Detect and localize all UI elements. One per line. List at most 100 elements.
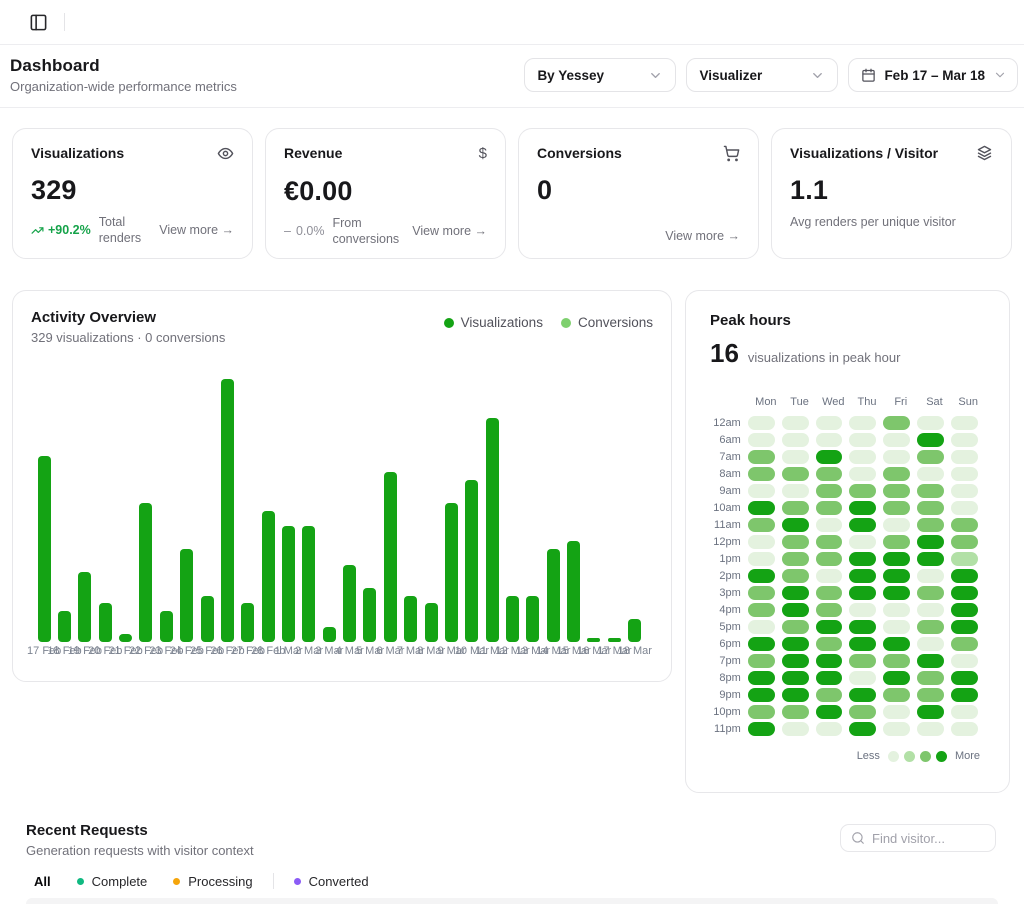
heatmap-cell[interactable] (781, 415, 809, 430)
bar-slot[interactable] (563, 379, 583, 642)
heatmap-cell[interactable] (781, 721, 809, 736)
heatmap-cell[interactable] (815, 466, 843, 481)
bar-slot[interactable] (502, 379, 522, 642)
heatmap-cell[interactable] (781, 687, 809, 702)
filter-complete[interactable]: Complete (76, 874, 147, 889)
heatmap-cell[interactable] (849, 721, 877, 736)
heatmap-cell[interactable] (951, 500, 978, 515)
heatmap-cell[interactable] (849, 653, 877, 668)
date-range-picker[interactable]: Feb 17 – Mar 18 (848, 58, 1018, 92)
bar-slot[interactable] (523, 379, 543, 642)
heatmap-cell[interactable] (883, 534, 911, 549)
bar[interactable] (607, 638, 621, 642)
heatmap-cell[interactable] (781, 551, 809, 566)
heatmap-cell[interactable] (849, 466, 877, 481)
bar-slot[interactable] (136, 379, 156, 642)
heatmap-cell[interactable] (849, 636, 877, 651)
heatmap-cell[interactable] (747, 619, 775, 634)
heatmap-cell[interactable] (815, 432, 843, 447)
heatmap-cell[interactable] (815, 568, 843, 583)
heatmap-cell[interactable] (815, 551, 843, 566)
heatmap-cell[interactable] (883, 466, 911, 481)
bar[interactable] (485, 417, 499, 642)
bar[interactable] (180, 549, 194, 642)
org-select[interactable]: By Yessey (524, 58, 677, 92)
heatmap-cell[interactable] (747, 449, 775, 464)
heatmap-cell[interactable] (781, 432, 809, 447)
heatmap-cell[interactable] (917, 432, 945, 447)
heatmap-cell[interactable] (815, 687, 843, 702)
filter-converted[interactable]: Converted (293, 874, 369, 889)
heatmap-cell[interactable] (849, 449, 877, 464)
heatmap-cell[interactable] (951, 653, 978, 668)
heatmap-cell[interactable] (747, 670, 775, 685)
heatmap-cell[interactable] (883, 619, 911, 634)
heatmap-cell[interactable] (849, 687, 877, 702)
heatmap-cell[interactable] (747, 687, 775, 702)
heatmap-cell[interactable] (781, 449, 809, 464)
heatmap-cell[interactable] (781, 500, 809, 515)
heatmap-cell[interactable] (849, 432, 877, 447)
heatmap-cell[interactable] (883, 483, 911, 498)
bar[interactable] (465, 479, 479, 642)
search-input[interactable] (872, 830, 982, 846)
heatmap-cell[interactable] (951, 721, 978, 736)
bar[interactable] (343, 564, 357, 642)
bar[interactable] (281, 525, 295, 642)
heatmap-cell[interactable] (849, 568, 877, 583)
heatmap-cell[interactable] (951, 551, 978, 566)
heatmap-cell[interactable] (815, 602, 843, 617)
heatmap-cell[interactable] (815, 517, 843, 532)
bar[interactable] (383, 471, 397, 642)
bar-slot[interactable] (400, 379, 420, 642)
heatmap-cell[interactable] (781, 568, 809, 583)
heatmap-cell[interactable] (781, 653, 809, 668)
bar-slot[interactable] (462, 379, 482, 642)
heatmap-cell[interactable] (917, 568, 945, 583)
heatmap-cell[interactable] (815, 670, 843, 685)
heatmap-cell[interactable] (849, 619, 877, 634)
bar-slot[interactable] (238, 379, 258, 642)
bar[interactable] (220, 379, 234, 642)
bar-slot[interactable] (319, 379, 339, 642)
heatmap-cell[interactable] (747, 551, 775, 566)
heatmap-cell[interactable] (781, 704, 809, 719)
heatmap-cell[interactable] (747, 534, 775, 549)
heatmap-cell[interactable] (951, 568, 978, 583)
bar-slot[interactable] (217, 379, 237, 642)
heatmap-cell[interactable] (849, 704, 877, 719)
heatmap-cell[interactable] (883, 551, 911, 566)
heatmap-cell[interactable] (917, 585, 945, 600)
heatmap-cell[interactable] (747, 602, 775, 617)
heatmap-cell[interactable] (849, 551, 877, 566)
heatmap-cell[interactable] (951, 534, 978, 549)
heatmap-cell[interactable] (917, 670, 945, 685)
heatmap-cell[interactable] (747, 466, 775, 481)
heatmap-cell[interactable] (781, 517, 809, 532)
heatmap-cell[interactable] (747, 568, 775, 583)
type-select[interactable]: Visualizer (686, 58, 839, 92)
heatmap-cell[interactable] (815, 585, 843, 600)
heatmap-cell[interactable] (849, 500, 877, 515)
heatmap-cell[interactable] (883, 415, 911, 430)
bar[interactable] (322, 626, 336, 642)
bar[interactable] (587, 638, 601, 642)
bar-slot[interactable] (258, 379, 278, 642)
heatmap-cell[interactable] (815, 449, 843, 464)
heatmap-cell[interactable] (849, 670, 877, 685)
bar-slot[interactable] (421, 379, 441, 642)
heatmap-cell[interactable] (917, 415, 945, 430)
heatmap-cell[interactable] (917, 500, 945, 515)
heatmap-cell[interactable] (917, 653, 945, 668)
heatmap-cell[interactable] (951, 483, 978, 498)
heatmap-cell[interactable] (747, 517, 775, 532)
bar-slot[interactable] (197, 379, 217, 642)
heatmap-cell[interactable] (815, 704, 843, 719)
heatmap-cell[interactable] (781, 483, 809, 498)
heatmap-cell[interactable] (815, 500, 843, 515)
bar[interactable] (78, 572, 92, 642)
bar-slot[interactable] (156, 379, 176, 642)
bar[interactable] (302, 525, 316, 642)
view-more-link[interactable]: View more → (665, 229, 740, 243)
bar[interactable] (546, 549, 560, 642)
